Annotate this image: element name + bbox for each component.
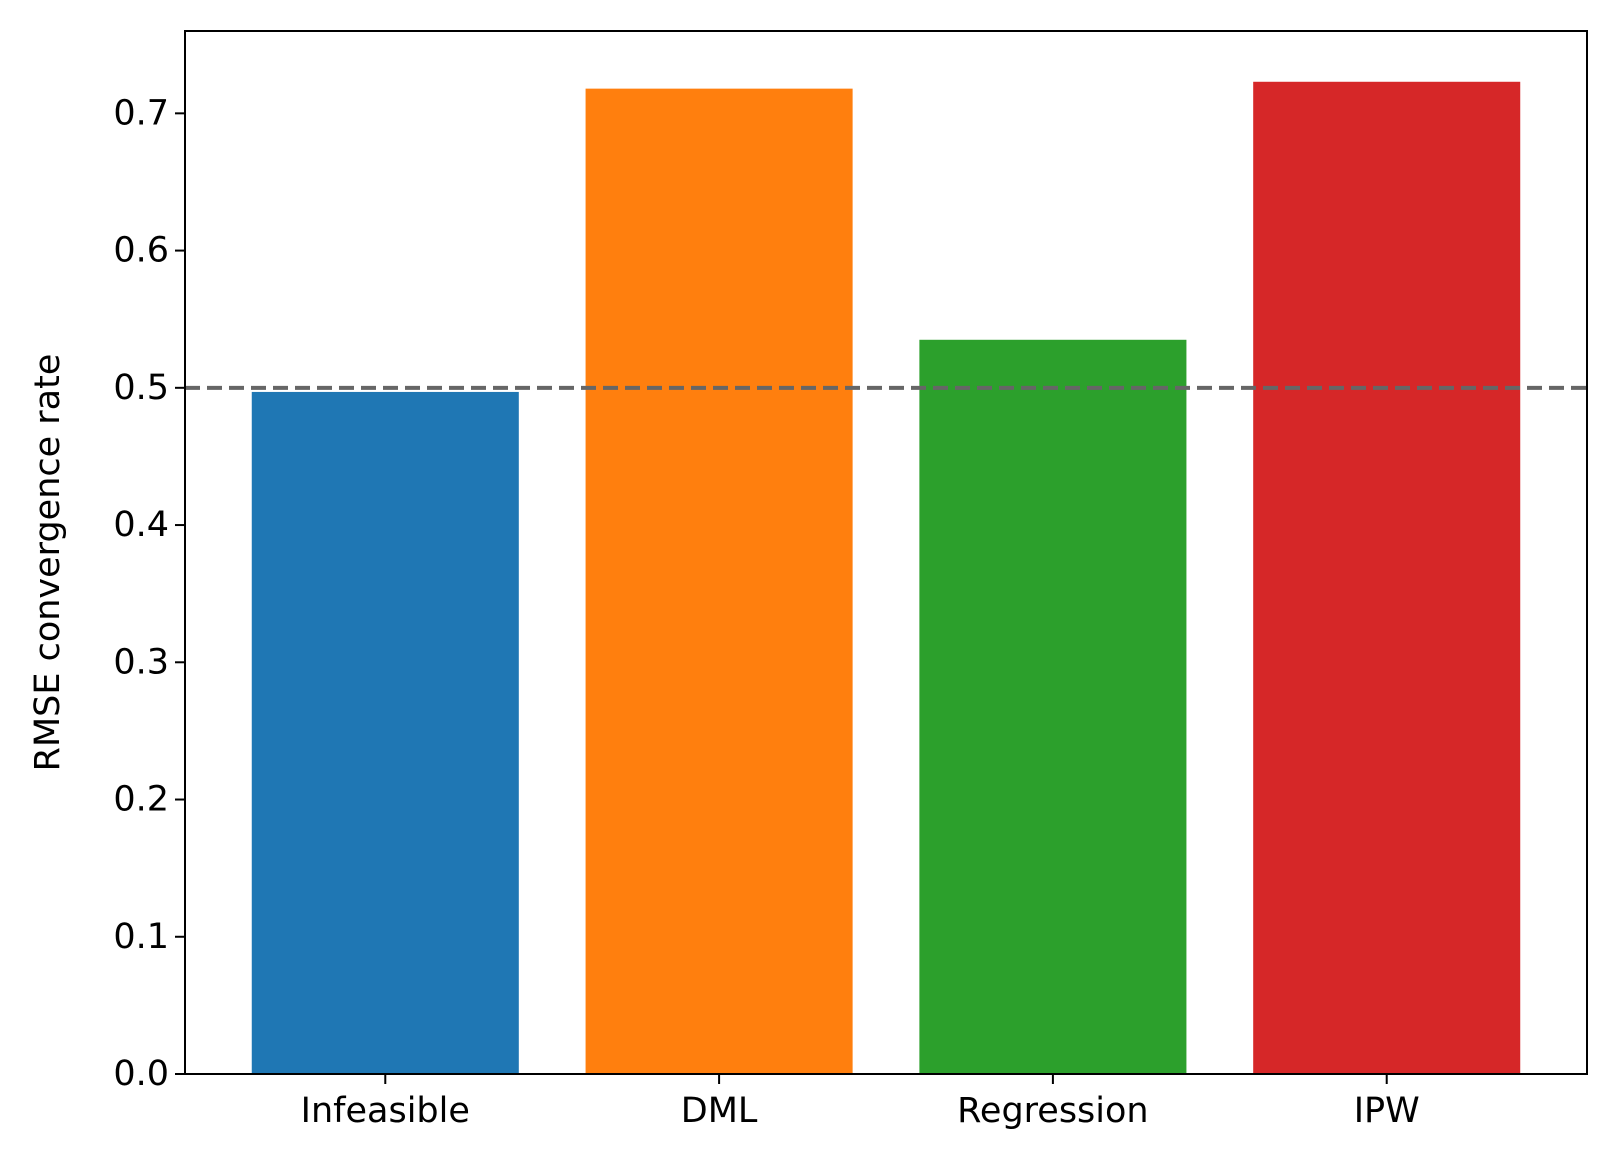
y-tick-label: 0.5 <box>113 368 169 408</box>
x-axis-ticks: Infeasible DML Regression IPW <box>301 1074 1420 1131</box>
y-tick-label: 0.0 <box>113 1054 169 1094</box>
y-tick-label: 0.7 <box>113 93 169 133</box>
x-tick-label: Regression <box>957 1091 1148 1131</box>
y-tick-label: 0.6 <box>113 231 169 271</box>
bar-ipw <box>1253 81 1521 1074</box>
x-tick-label: Infeasible <box>301 1091 470 1131</box>
bar-infeasible <box>251 391 519 1075</box>
y-tick-label: 0.3 <box>113 642 169 682</box>
bar-dml <box>585 88 853 1075</box>
y-tick-label: 0.1 <box>113 917 169 957</box>
y-tick-label: 0.2 <box>113 780 169 820</box>
y-axis-label: RMSE convergence rate <box>28 354 68 772</box>
plot-frame <box>184 30 1588 1075</box>
x-tick-label: DML <box>681 1091 758 1131</box>
x-tick-label: IPW <box>1354 1091 1420 1131</box>
y-tick-label: 0.4 <box>113 505 169 545</box>
bar-regression <box>919 339 1187 1074</box>
bars-group <box>251 81 1521 1075</box>
y-axis-ticks: 0.0 0.1 0.2 0.3 0.4 0.5 0.6 0.7 <box>113 93 185 1094</box>
